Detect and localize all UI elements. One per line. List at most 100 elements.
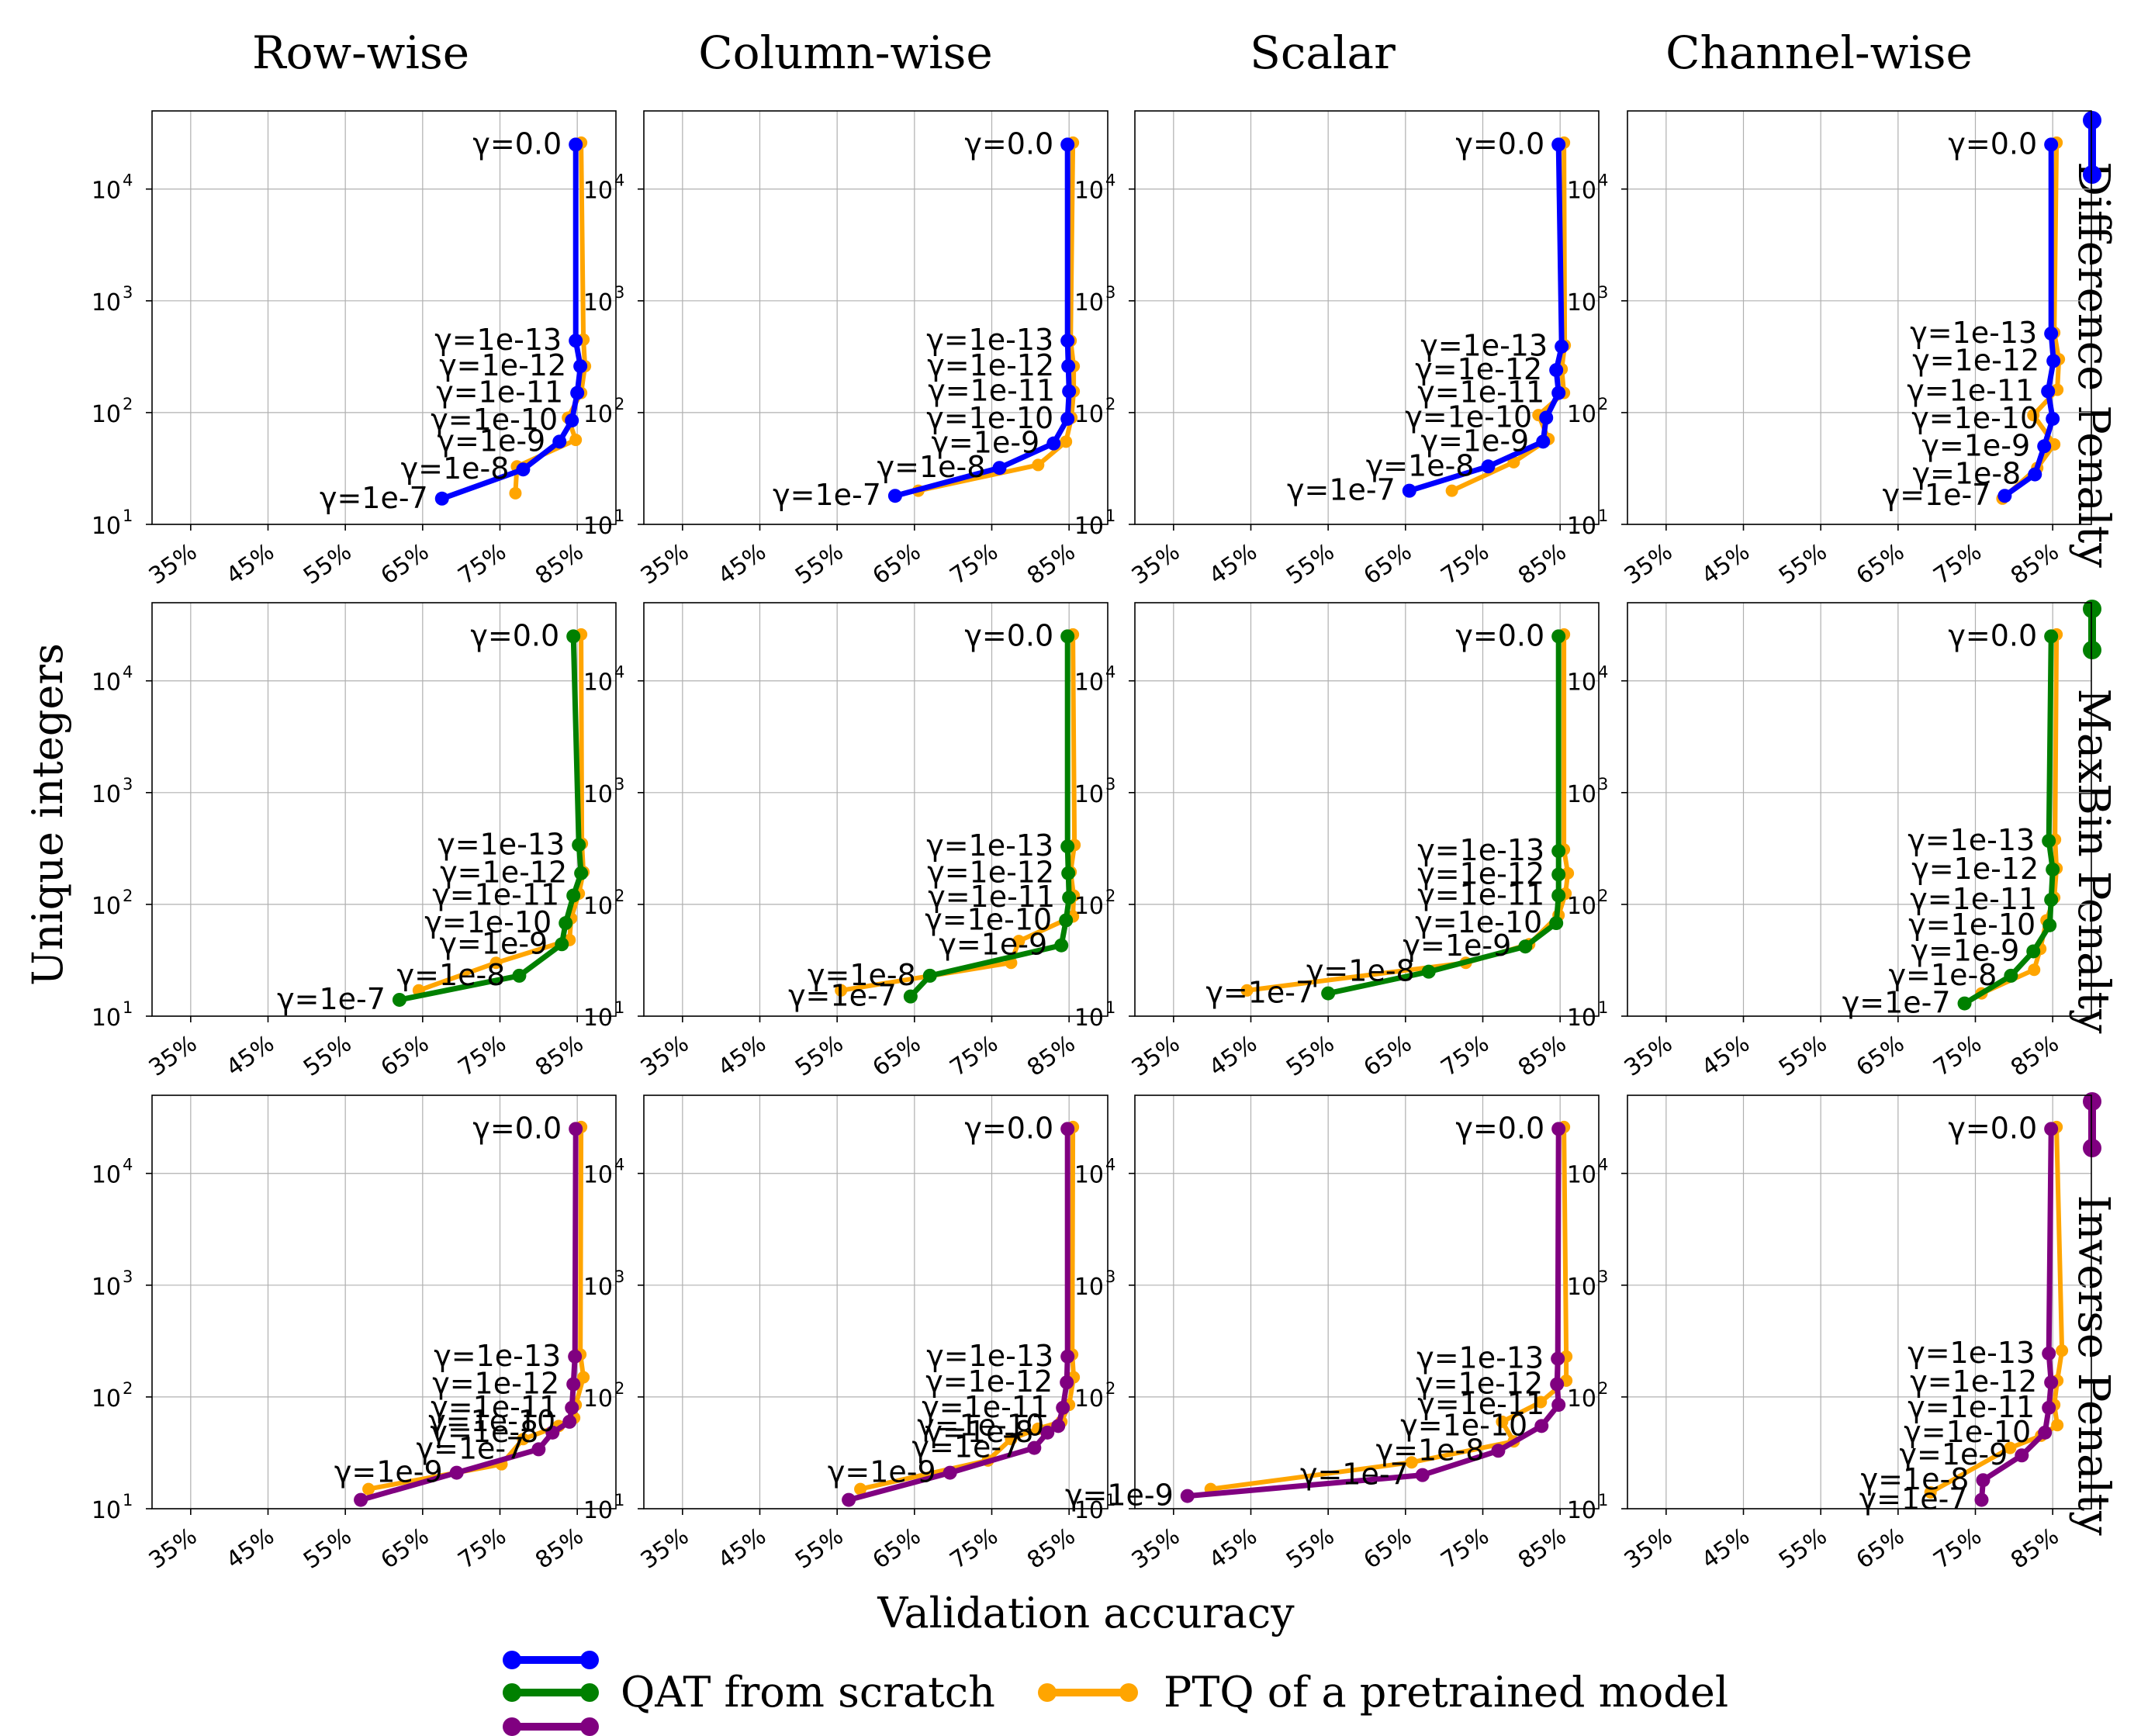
y-tick-exponent: 3 [1105, 775, 1115, 794]
gamma-annotation: γ=1e-12 [439, 348, 566, 382]
gamma-annotation: γ=1e-7 [1859, 1482, 1968, 1516]
gamma-annotation: γ=1e-11 [1417, 375, 1544, 410]
legend-swatch-difference-dot-right [580, 1651, 599, 1669]
axes-frame [1627, 110, 2092, 525]
legend-swatch-ptq-dot-left [1038, 1683, 1057, 1702]
gamma-annotation: γ=1e-9 [1900, 1437, 2008, 1471]
gamma-annotation: γ=1e-13 [434, 323, 562, 357]
x-tick-label: 85% [1022, 1030, 1081, 1082]
qat-data-point [2044, 892, 2059, 907]
qat-data-point [1551, 137, 1566, 152]
x-tick-label: 85% [1022, 538, 1081, 590]
legend: QAT from scratch PTQ of a pretrained mod… [503, 1651, 1728, 1736]
x-tick-label: 55% [1281, 1523, 1340, 1575]
y-tick-exponent: 2 [1598, 395, 1608, 413]
y-tick-exponent: 4 [1598, 171, 1608, 190]
y-tick-exponent: 3 [1105, 283, 1115, 302]
qat-data-point [1040, 1425, 1055, 1440]
y-tick-exponent: 3 [123, 283, 133, 302]
qat-data-point [566, 1377, 581, 1392]
y-tick-exponent: 3 [1598, 775, 1608, 794]
y-tick-label: 10 [583, 1274, 613, 1301]
gamma-annotation: γ=1e-7 [1300, 1458, 1409, 1492]
legend-swatch-difference-dot-left [503, 1651, 521, 1669]
x-tick-label: 35% [1620, 538, 1678, 590]
qat-data-point [1549, 363, 1564, 378]
gamma-annotation: γ=1e-8 [1376, 1433, 1485, 1467]
y-tick-label: 10 [92, 1162, 121, 1189]
qat-data-point [943, 1465, 957, 1480]
gamma-annotation: γ=1e-12 [925, 1364, 1053, 1399]
gamma-annotation: γ=1e-8 [925, 1415, 1033, 1449]
qat-data-point [1060, 1375, 1074, 1390]
qat-data-point [2042, 918, 2057, 932]
ptq-data-point [517, 1433, 530, 1446]
axes-frame [1134, 110, 1600, 525]
gamma-annotation: γ=1e-10 [1405, 399, 1532, 434]
y-tick-label: 10 [1567, 1497, 1596, 1524]
legend-swatch-maxbin-dot-right [580, 1683, 599, 1702]
y-tick-exponent: 2 [123, 887, 133, 905]
x-tick-label: 35% [144, 538, 202, 590]
x-tick-label: 55% [1774, 1030, 1832, 1082]
gamma-annotation: γ=1e-13 [1416, 1341, 1544, 1375]
x-tick-label: 85% [2006, 1523, 2064, 1575]
y-tick-label: 10 [92, 1274, 121, 1301]
gamma-annotation: γ=1e-11 [922, 1390, 1049, 1424]
y-tick-exponent: 1 [1598, 507, 1608, 525]
x-tick-label: 75% [1436, 1030, 1494, 1082]
y-tick-exponent: 4 [1105, 663, 1115, 682]
x-tick-label: 45% [1697, 538, 1755, 590]
qat-data-point [1957, 996, 1972, 1011]
y-tick-exponent: 3 [1598, 1267, 1608, 1286]
qat-data-point [569, 1122, 583, 1136]
x-tick-label: 45% [1204, 538, 1262, 590]
gamma-annotation: γ=1e-10 [917, 1408, 1044, 1442]
x-tick-label: 35% [144, 1523, 202, 1575]
qat-data-point [992, 461, 1007, 475]
qat-data-point [1549, 916, 1564, 931]
qat-data-point [354, 1492, 368, 1507]
gamma-annotation: γ=1e-10 [1415, 905, 1542, 939]
gamma-annotation: γ=1e-7 [320, 481, 428, 515]
qat-data-point [1402, 483, 1416, 498]
gamma-annotation: γ=1e-10 [1904, 1415, 2031, 1449]
y-tick-label: 10 [583, 781, 613, 808]
y-tick-exponent: 2 [614, 887, 624, 905]
gamma-annotation: γ=1e-11 [1417, 877, 1544, 911]
y-tick-exponent: 1 [123, 1491, 133, 1509]
x-tick-label: 35% [636, 538, 694, 590]
ptq-data-point [2056, 1344, 2069, 1357]
y-tick-label: 10 [1074, 893, 1104, 920]
y-tick-exponent: 1 [1105, 507, 1115, 525]
row-title-difference-penalty: Difference Penalty [2068, 161, 2119, 568]
gamma-annotation: γ=1e-12 [927, 856, 1054, 890]
qat-data-point [1536, 434, 1551, 449]
gamma-annotation: γ=1e-10 [424, 905, 552, 939]
y-tick-label: 10 [1567, 401, 1596, 428]
y-tick-label: 10 [1074, 1497, 1104, 1524]
qat-data-point [1060, 629, 1075, 644]
gamma-annotation: γ=1e-13 [926, 1339, 1053, 1373]
x-tick-label: 75% [1928, 1523, 1987, 1575]
qat-data-point [2044, 326, 2059, 341]
gamma-annotation: γ=1e-9 [939, 928, 1047, 962]
gamma-annotation: γ=1e-11 [431, 1390, 558, 1424]
gamma-annotation: γ=1e-9 [1403, 929, 1512, 963]
y-tick-exponent: 1 [1598, 1491, 1608, 1509]
gamma-annotation: γ=1e-9 [437, 424, 545, 458]
x-tick-label: 85% [531, 1523, 589, 1575]
qat-data-point [1481, 459, 1496, 474]
y-tick-label: 10 [1074, 1162, 1104, 1189]
y-tick-exponent: 1 [123, 507, 133, 525]
y-tick-exponent: 2 [1105, 395, 1115, 413]
gamma-annotation: γ=1e-12 [432, 1366, 559, 1400]
gamma-annotation: γ=1e-9 [1420, 424, 1529, 458]
qat-data-point [2015, 1448, 2029, 1463]
qat-data-point [2046, 862, 2060, 877]
ptq-data-point [1032, 458, 1045, 472]
x-tick-label: 55% [299, 1030, 357, 1082]
